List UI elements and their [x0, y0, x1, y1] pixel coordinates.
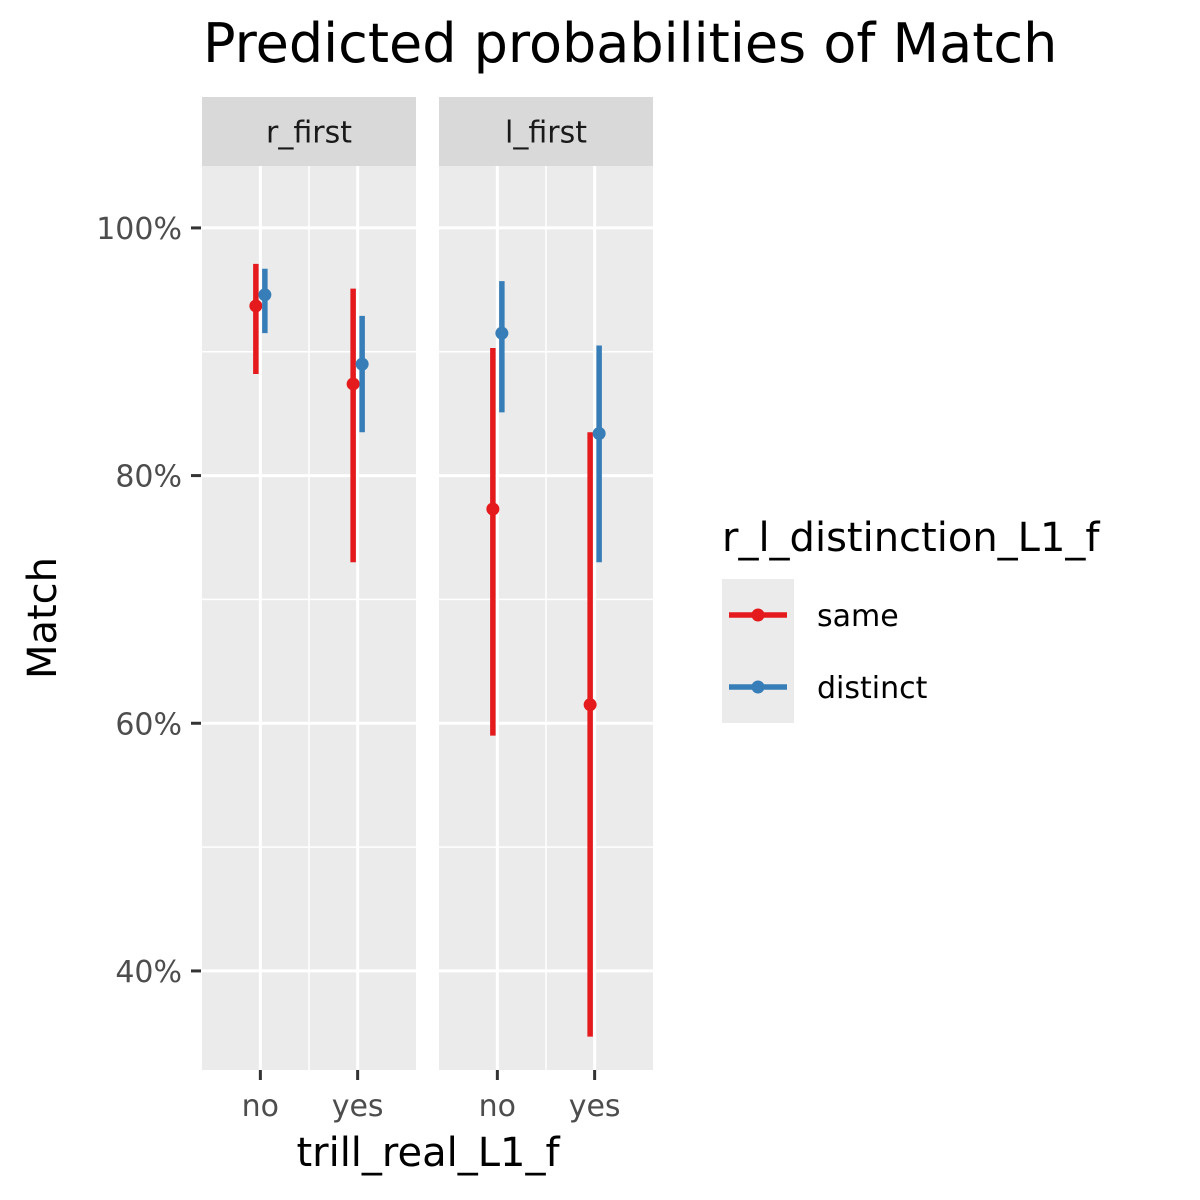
legend-title: r_l_distinction_L1_f [722, 515, 1100, 561]
facet-strip [439, 97, 653, 166]
point-same [249, 299, 263, 313]
x-tick-label: yes [569, 1089, 621, 1124]
x-axis-title: trill_real_L1_f [296, 1130, 560, 1176]
legend-label-same: same [817, 599, 899, 634]
x-axis: no yes no yes [242, 1070, 621, 1124]
y-tick-label: 60% [115, 707, 182, 742]
legend: r_l_distinction_L1_f same distinct [722, 515, 1100, 723]
point-distinct [592, 426, 606, 440]
facet-panels: r_first l_first [202, 97, 653, 1070]
facet-strip-label: l_first [505, 116, 587, 151]
point-distinct [355, 357, 369, 371]
point-same [583, 698, 597, 712]
facet-strip [202, 97, 416, 166]
chart-title: Predicted probabilities of Match [203, 12, 1057, 75]
y-tick-label: 40% [115, 955, 182, 990]
y-tick-label: 80% [115, 460, 182, 495]
x-tick-label: yes [332, 1089, 384, 1124]
panel-r_first: r_first [202, 97, 416, 1070]
y-axis: 40% 60% 80% 100% [96, 212, 201, 990]
point-same [346, 377, 360, 391]
x-tick-label: no [479, 1089, 516, 1124]
legend-label-distinct: distinct [817, 671, 928, 706]
facet-strip-label: r_first [266, 116, 352, 151]
y-axis-title: Match [20, 557, 66, 679]
x-tick-label: no [242, 1089, 279, 1124]
point-distinct [258, 288, 272, 302]
y-tick-label: 100% [96, 212, 182, 247]
legend-key-point-distinct [751, 680, 765, 694]
point-same [486, 502, 500, 516]
point-distinct [495, 326, 509, 340]
legend-key-point-same [751, 608, 765, 622]
panel-l_first: l_first [439, 97, 653, 1070]
